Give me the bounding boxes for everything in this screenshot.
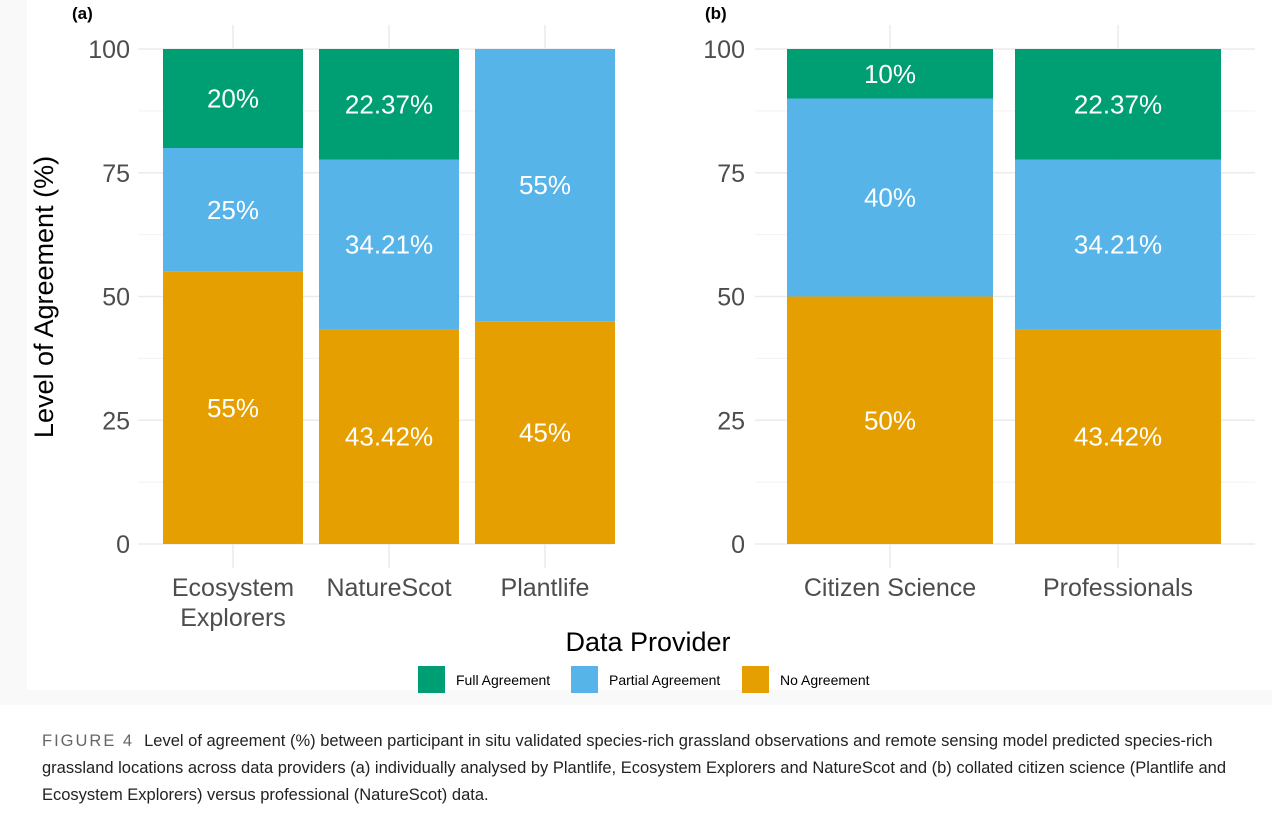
legend-swatch-partial-agreement (571, 666, 598, 693)
bar-data-label: 22.37% (1074, 89, 1162, 119)
bar-data-label: 40% (864, 183, 916, 213)
legend-label: Partial Agreement (609, 672, 720, 688)
x-tick-label: Explorers (180, 604, 286, 632)
caption-figure-label: FIGURE 4 (42, 732, 135, 750)
bar-segment-partial-agreement (475, 49, 615, 322)
x-tick-label: NatureScot (326, 574, 451, 602)
y-tick-label: 25 (717, 407, 745, 435)
y-tick-label: 75 (717, 160, 745, 188)
bar-segment-full-agreement (163, 49, 303, 148)
y-tick-label: 25 (102, 407, 130, 435)
bar-data-label: 34.21% (345, 229, 433, 259)
bar-segment-no-agreement (163, 271, 303, 544)
y-tick-label: 0 (731, 531, 745, 559)
x-tick-label: Professionals (1043, 574, 1193, 602)
bar-segment-no-agreement (475, 321, 615, 544)
y-tick-label: 0 (116, 531, 130, 559)
y-tick-label: 50 (102, 284, 130, 312)
bar-segment-no-agreement (319, 329, 459, 544)
bar-data-label: 43.42% (345, 422, 433, 452)
panel-a: (a) 0 25 50 75 100 55% 25% 20% EcosystemExplorers… (72, 4, 615, 632)
legend: Full Agreement Partial Agreement No Agreem… (418, 666, 870, 693)
y-axis-title: Level of Agreement (%) (29, 156, 59, 438)
legend-label: Full Agreement (456, 672, 550, 688)
legend-swatch-full-agreement (418, 666, 445, 693)
figure-caption: FIGURE 4 Level of agreement (%) between p… (42, 728, 1242, 809)
x-tick-label: Ecosystem (172, 574, 294, 602)
x-tick-label: Plantlife (501, 574, 590, 602)
bar-segment-full-agreement (319, 49, 459, 160)
caption-text: Level of agreement (%) between participa… (42, 732, 1227, 804)
bar-data-label: 55% (519, 170, 571, 200)
x-axis-title: Data Provider (565, 627, 730, 657)
bar-segment-partial-agreement (319, 159, 459, 330)
bar-data-label: 43.42% (1074, 422, 1162, 452)
bar-segment-full-agreement (787, 49, 993, 99)
bar-data-label: 20% (207, 84, 259, 114)
panel-b: (b) 0 25 50 75 100 50% 40% 10% Citizen Science 43.… (703, 4, 1255, 602)
bar-segment-partial-agreement (1015, 159, 1221, 330)
x-tick-label: Citizen Science (804, 574, 976, 602)
y-tick-label: 50 (717, 284, 745, 312)
panel-label-b: (b) (705, 4, 727, 23)
bar-segment-no-agreement (1015, 329, 1221, 544)
bar-data-label: 22.37% (345, 89, 433, 119)
legend-label: No Agreement (780, 672, 870, 688)
bar-data-label: 50% (864, 405, 916, 435)
bar-data-label: 55% (207, 393, 259, 423)
bar-data-label: 45% (519, 418, 571, 448)
bar-data-label: 25% (207, 195, 259, 225)
y-tick-label: 100 (703, 36, 745, 64)
bar-segment-partial-agreement (163, 148, 303, 272)
panel-label-a: (a) (72, 4, 93, 23)
bar-data-label: 10% (864, 59, 916, 89)
stacked-bar-chart: (a) 0 25 50 75 100 55% 25% 20% EcosystemExplorers… (29, 4, 1255, 693)
y-tick-label: 100 (88, 36, 130, 64)
bar-data-label: 34.21% (1074, 229, 1162, 259)
bar-segment-partial-agreement (787, 98, 993, 297)
bar-segment-full-agreement (1015, 49, 1221, 160)
legend-swatch-no-agreement (742, 666, 769, 693)
y-tick-label: 75 (102, 160, 130, 188)
bar-segment-no-agreement (787, 296, 993, 544)
